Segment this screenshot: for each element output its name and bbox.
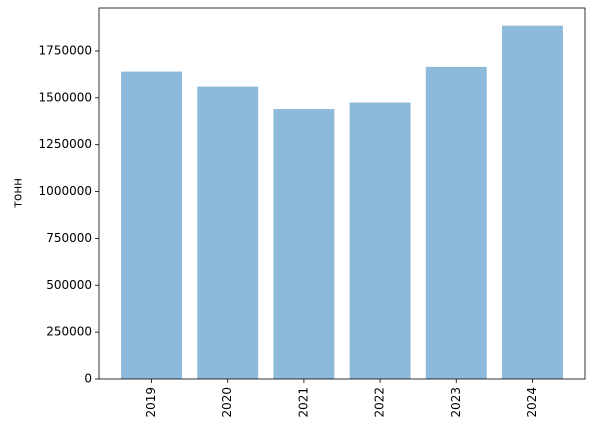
y-tick-label: 1750000	[39, 43, 92, 57]
bar	[121, 71, 183, 379]
bar	[425, 66, 487, 379]
bar	[273, 109, 335, 379]
x-tick-label: 2024	[525, 387, 539, 418]
plot-frame	[98, 7, 586, 380]
y-tick-label: 500000	[46, 278, 92, 292]
x-tick-label: 2020	[220, 387, 234, 418]
x-tick-label: 2021	[296, 387, 310, 418]
bar	[197, 86, 259, 379]
y-tick-label: 250000	[46, 325, 92, 339]
y-tick-label: 750000	[46, 231, 92, 245]
bar	[501, 25, 563, 380]
y-tick-label: 1250000	[39, 137, 92, 151]
y-tick-label: 1500000	[39, 90, 92, 104]
y-tick-label: 0	[84, 372, 92, 386]
x-tick-label: 2019	[144, 387, 158, 418]
y-axis-label: тонн	[11, 178, 25, 208]
x-tick-label: 2022	[373, 387, 387, 418]
bar	[349, 102, 411, 379]
x-tick-label: 2023	[449, 387, 463, 418]
y-tick-label: 1000000	[39, 184, 92, 198]
